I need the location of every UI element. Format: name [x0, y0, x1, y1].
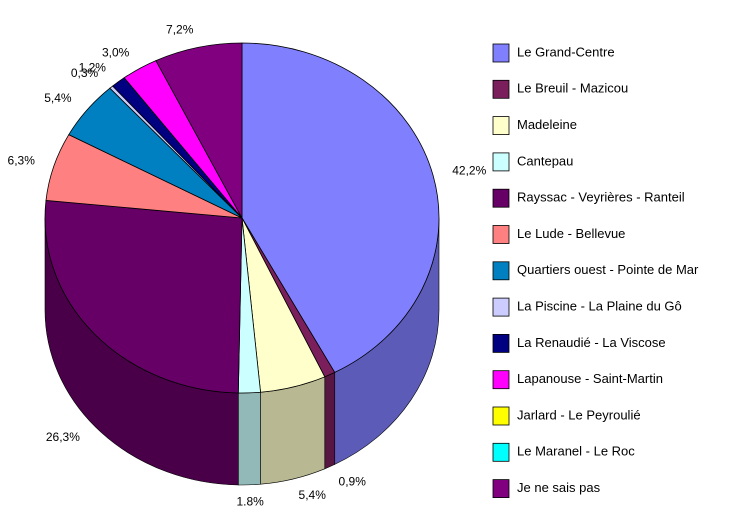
legend-label: Cantepau: [517, 153, 573, 168]
legend-label: Le Maranel - Le Roc: [517, 444, 635, 459]
legend-label: Le Breuil - Mazicou: [517, 81, 628, 96]
data-label: 26,3%: [46, 430, 80, 444]
legend-swatch: [492, 370, 510, 390]
legend-swatch: [492, 43, 510, 63]
slice-side: [324, 371, 336, 470]
data-label: 3,0%: [102, 46, 130, 60]
legend-label: La Renaudié - La Viscose: [517, 335, 666, 350]
legend-label: Quartiers ouest - Pointe de Mar: [517, 262, 699, 277]
legend-swatch: [492, 406, 510, 426]
slice: [241, 42, 440, 373]
legend-swatch: [492, 297, 510, 317]
legend-swatch: [492, 152, 510, 172]
legend-label: Jarlard - Le Peyroulié: [517, 407, 641, 422]
data-label: 42,2%: [452, 163, 486, 177]
data-label: 6,3%: [8, 154, 36, 168]
legend-swatch: [492, 261, 510, 281]
legend-swatch: [492, 79, 510, 99]
data-label: 0,3%: [71, 66, 99, 80]
legend-label: Lapanouse - Saint-Martin: [517, 371, 663, 386]
data-label: 5,4%: [299, 488, 327, 502]
slice-side: [237, 391, 261, 486]
legend-swatch: [492, 225, 510, 244]
legend-label: Rayssac - Veyrières - Ranteil: [517, 190, 685, 205]
legend: Le Grand-Centre Le Breuil - Mazicou Madele…: [492, 43, 699, 499]
data-label: 5,4%: [44, 91, 72, 105]
legend-swatch: [492, 188, 510, 208]
slice: [155, 42, 243, 219]
data-label: 1,2%: [79, 60, 107, 74]
data-label: 1.8%: [236, 495, 264, 509]
slice-side: [260, 376, 326, 485]
legend-swatch: [492, 442, 510, 462]
slice: [44, 200, 243, 394]
data-label: 7,2%: [166, 23, 194, 37]
legend-swatch: [492, 116, 510, 135]
legend-label: Madeleine: [517, 117, 577, 132]
legend-label: Le Grand-Centre: [517, 44, 615, 59]
legend-swatch: [492, 333, 510, 353]
legend-label: Je ne sais pas: [517, 480, 601, 495]
legend-label: La Piscine - La Plaine du Gô: [517, 299, 682, 314]
legend-swatch: [492, 479, 510, 499]
legend-label: Le Lude - Bellevue: [517, 226, 625, 241]
data-label: 0,9%: [339, 475, 367, 489]
